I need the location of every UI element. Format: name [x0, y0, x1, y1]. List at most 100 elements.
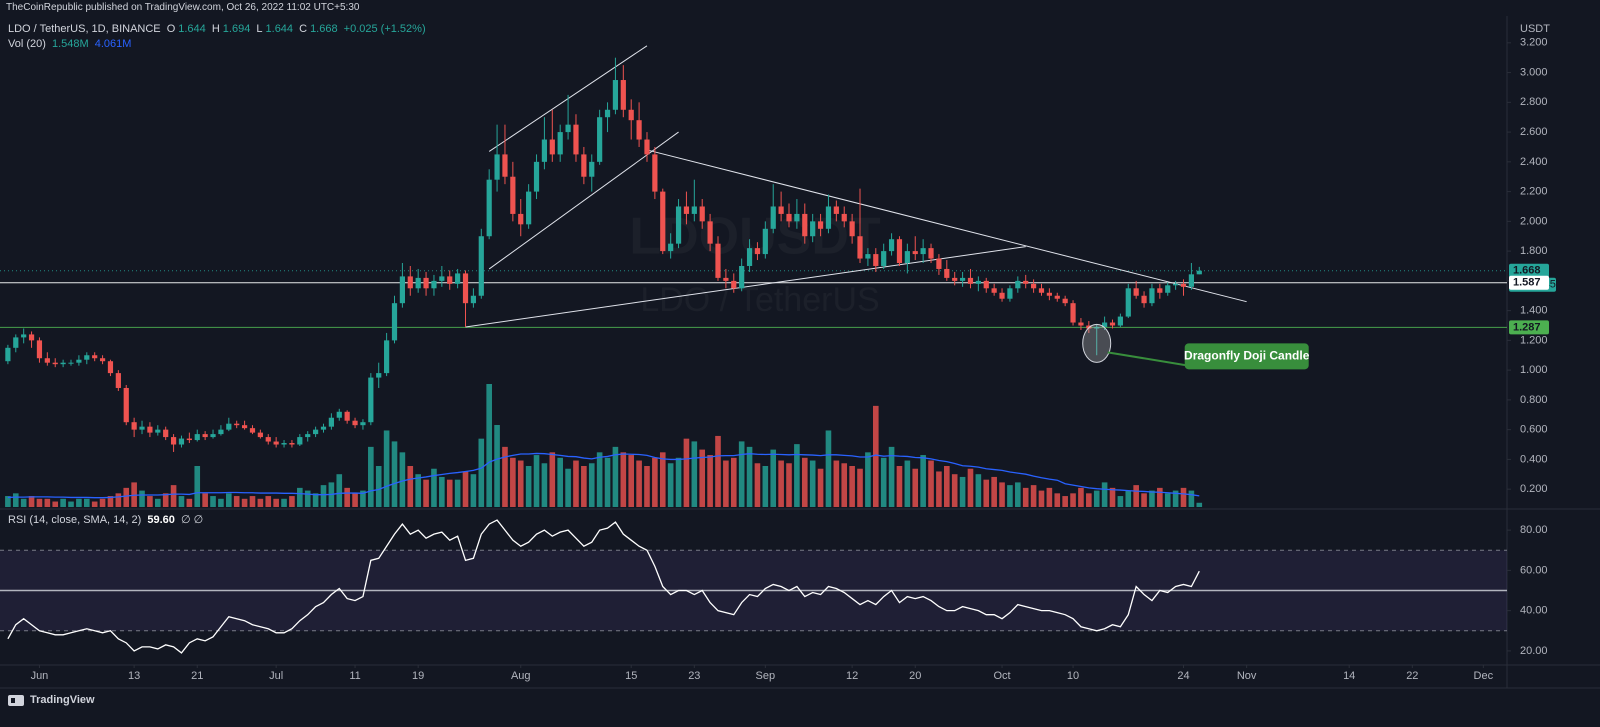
volume-bar	[517, 460, 524, 507]
rsi-y-tick-label: 80.00	[1520, 524, 1548, 536]
volume-bar	[1007, 485, 1013, 507]
volume-legend: Vol (20) 1.548M 4.061M	[8, 38, 134, 50]
price-label: 1.668	[1513, 265, 1541, 277]
volume-bar	[273, 498, 279, 507]
candle-body	[376, 373, 382, 378]
x-tick-label: Aug	[511, 670, 531, 682]
candle-body	[825, 206, 832, 229]
candle-body	[802, 213, 808, 237]
volume-bar	[604, 457, 611, 507]
candle-body	[1125, 288, 1131, 317]
candle-body	[5, 347, 11, 362]
candle-body	[84, 355, 90, 360]
publisher-line: TheCoinRepublic published on TradingView…	[6, 2, 360, 13]
volume-bar	[825, 430, 832, 507]
candle-body	[391, 303, 398, 341]
ohlc-value: 1.644	[178, 23, 206, 35]
rsi-y-tick-label: 40.00	[1520, 605, 1548, 617]
volume-bar	[770, 449, 777, 507]
volume-value: 1.548M	[51, 38, 89, 50]
rsi-value: 59.60	[147, 514, 175, 526]
candle-body	[920, 248, 926, 255]
volume-bar	[178, 496, 185, 507]
y-tick-label: 1.000	[1520, 364, 1548, 376]
y-tick-label: 0.200	[1520, 483, 1548, 495]
candle-body	[597, 117, 603, 162]
volume-bar	[581, 466, 587, 507]
candle-body	[155, 429, 161, 433]
volume-bar	[462, 471, 469, 507]
volume-bar	[107, 496, 114, 507]
volume-bar	[115, 493, 122, 507]
candle-body	[1157, 288, 1163, 293]
candle-body	[589, 161, 595, 177]
volume-bar	[1164, 493, 1171, 507]
y-tick-label: 0.400	[1520, 453, 1548, 465]
candle-body	[975, 280, 981, 284]
volume-bar	[28, 496, 35, 507]
candle-body	[991, 288, 997, 293]
candle-body	[715, 243, 721, 278]
volume-bar	[352, 493, 358, 507]
volume-bar	[1015, 482, 1021, 507]
volume-bar	[375, 466, 382, 507]
volume-bar	[565, 468, 571, 507]
volume-bar	[762, 466, 769, 507]
volume-bar	[368, 446, 374, 507]
volume-bar	[817, 468, 824, 507]
volume-bar	[210, 496, 216, 507]
x-tick-label: 10	[1067, 670, 1079, 682]
volume-bar	[857, 468, 863, 507]
volume-bar	[20, 498, 27, 507]
candle-body	[786, 213, 792, 222]
volume-bar	[202, 493, 208, 507]
volume-bar	[123, 487, 130, 507]
candle-body	[123, 387, 129, 423]
candle-body	[257, 432, 263, 438]
candle-body	[754, 248, 761, 255]
candle-body	[1180, 283, 1187, 287]
candle-body	[265, 437, 271, 442]
annotation-arrow	[1107, 351, 1187, 367]
candle-body	[1173, 283, 1179, 286]
volume-bar	[5, 496, 11, 507]
candle-body	[194, 434, 200, 441]
candle-body	[28, 334, 35, 341]
watermark: LDO / TetherUS	[640, 281, 879, 319]
volume-bar	[494, 425, 500, 507]
candle-body	[928, 248, 934, 259]
candle-body	[320, 426, 327, 430]
x-tick-label: Nov	[1237, 670, 1257, 682]
candle-body	[857, 236, 863, 259]
volume-bar	[1101, 482, 1108, 507]
candle-body	[1117, 316, 1123, 326]
volume-bar	[912, 468, 919, 507]
volume-bar	[959, 476, 966, 507]
volume-bar	[12, 493, 19, 507]
y-tick-label: 2.600	[1520, 126, 1548, 138]
volume-bar	[399, 452, 406, 507]
volume-bar	[391, 441, 398, 507]
x-tick-label: 12	[846, 670, 858, 682]
volume-bar	[83, 498, 90, 507]
volume-bar	[573, 460, 579, 507]
candle-body	[762, 228, 768, 255]
candle-body	[1070, 303, 1076, 323]
x-tick-label: 19	[412, 670, 424, 682]
candle-body	[881, 251, 887, 266]
volume-bar	[1141, 493, 1147, 507]
volume-bar	[233, 496, 240, 507]
volume-bar	[36, 498, 43, 507]
volume-bar	[1078, 487, 1084, 507]
candle-body	[675, 206, 682, 244]
candle-body	[76, 359, 82, 363]
candle-body	[944, 268, 950, 278]
ohlc-key: L	[256, 23, 263, 35]
candle-body	[604, 109, 611, 118]
candle-body	[486, 179, 492, 237]
volume-bar	[557, 457, 563, 507]
candle-body	[281, 443, 287, 445]
ohlc-key: H	[211, 23, 220, 35]
volume-bar	[360, 490, 366, 507]
